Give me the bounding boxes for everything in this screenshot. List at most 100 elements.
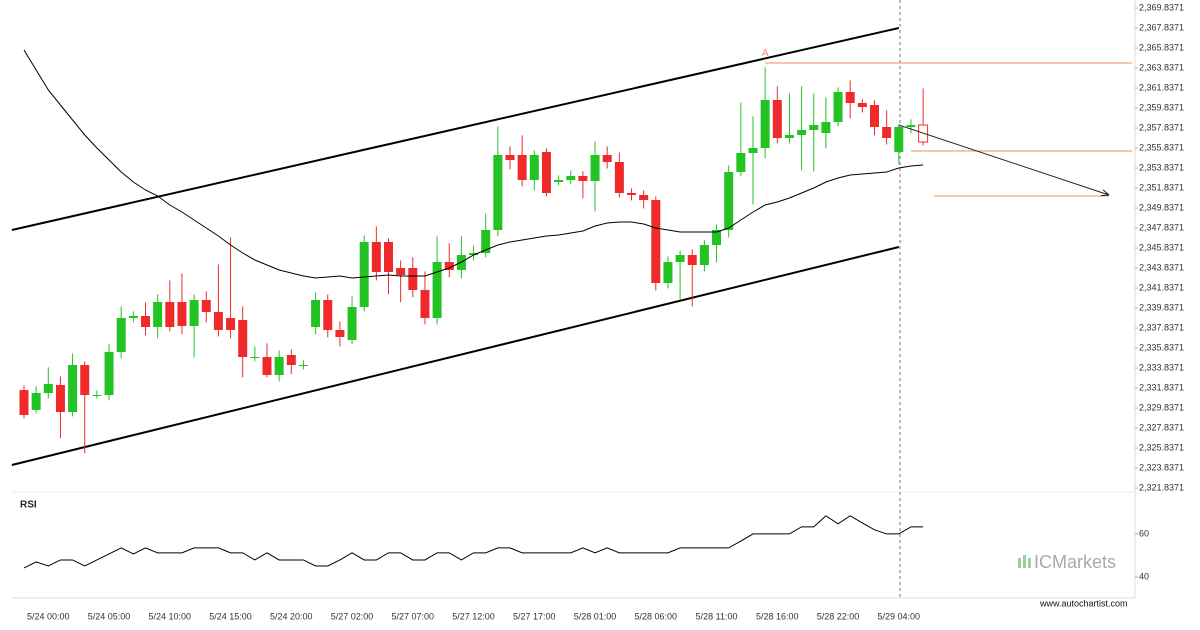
candle-body (541, 152, 551, 193)
candle-body (80, 365, 90, 395)
candle-body (469, 253, 479, 255)
rsi-title: RSI (20, 500, 37, 511)
logo-bar (1028, 558, 1031, 568)
candle-body (566, 176, 576, 180)
x-tick-label: 5/27 12:00 (452, 611, 495, 621)
candle-body (153, 302, 163, 327)
candle-body (736, 153, 746, 172)
candle-body (857, 103, 867, 107)
candle-body (687, 255, 697, 265)
y-tick-label: 2,351.8371 (1139, 182, 1184, 192)
candle-body (335, 330, 345, 337)
candle-body (396, 268, 406, 275)
x-tick-label: 5/27 17:00 (513, 611, 556, 621)
y-tick-label: 2,341.8371 (1139, 282, 1184, 292)
candle-body (165, 302, 175, 327)
x-tick-label: 5/28 06:00 (635, 611, 678, 621)
y-tick-label: 40 (1139, 571, 1149, 581)
y-tick-label: 2,355.8371 (1139, 142, 1184, 152)
candle-body (177, 302, 187, 326)
candle-body (627, 193, 636, 195)
y-tick-label: 2,359.8371 (1139, 102, 1184, 112)
candle-body (481, 230, 491, 253)
candle-body (809, 125, 819, 130)
x-tick-label: 5/24 15:00 (209, 611, 252, 621)
candle-body (92, 395, 102, 396)
x-tick-label: 5/29 04:00 (878, 611, 921, 621)
annotation: A (762, 48, 769, 59)
y-tick-label: 2,349.8371 (1139, 202, 1184, 212)
candle-body (238, 320, 248, 357)
candle-body (748, 148, 758, 153)
x-tick-label: 5/28 16:00 (756, 611, 799, 621)
candle-body (201, 300, 211, 312)
y-tick-label: 2,357.8371 (1139, 122, 1184, 132)
y-tick-label: 2,321.8371 (1139, 482, 1184, 492)
y-tick-label: 2,327.8371 (1139, 422, 1184, 432)
candle-body (274, 357, 284, 375)
candle-body (104, 352, 114, 395)
candle-body (894, 127, 904, 152)
candle-body (493, 155, 503, 230)
y-tick-label: 2,369.8371 (1139, 2, 1184, 12)
candle-body (116, 318, 126, 352)
y-tick-label: 2,339.8371 (1139, 302, 1184, 312)
candle-body (614, 162, 624, 193)
x-tick-label: 5/24 10:00 (149, 611, 192, 621)
y-tick-label: 2,353.8371 (1139, 162, 1184, 172)
candle-body (906, 125, 916, 127)
y-tick-label: 2,325.8371 (1139, 442, 1184, 452)
candle-body (578, 176, 588, 181)
candle-body (675, 255, 685, 262)
candle-body (298, 365, 308, 366)
y-tick-label: 2,343.8371 (1139, 262, 1184, 272)
candle-body (845, 92, 855, 103)
candle-body (833, 92, 843, 122)
candle-body (311, 300, 321, 327)
x-tick-label: 5/27 02:00 (331, 611, 374, 621)
candle-body (651, 200, 661, 283)
y-tick-label: 2,337.8371 (1139, 322, 1184, 332)
x-tick-label: 5/24 00:00 (27, 611, 70, 621)
candle-body (760, 100, 770, 148)
y-tick-label: 2,345.8371 (1139, 242, 1184, 252)
candle-body (226, 318, 236, 330)
candle-body (68, 365, 78, 412)
candle-body (323, 300, 333, 330)
candle-body (797, 130, 807, 135)
footer: www.autochartist.com (1039, 598, 1128, 608)
candle-body (517, 155, 527, 180)
candle-body (432, 262, 442, 318)
candle-body (262, 357, 272, 375)
candle-body (420, 290, 430, 318)
y-tick-label: 2,333.8371 (1139, 362, 1184, 372)
x-tick-label: 5/28 01:00 (574, 611, 617, 621)
y-tick-label: 2,367.8371 (1139, 22, 1184, 32)
candle-body (870, 105, 879, 127)
candle-body (529, 155, 539, 180)
candle-body (554, 180, 564, 182)
rsi-line (23, 515, 924, 569)
candle-body (772, 100, 782, 138)
candle-body (699, 245, 709, 265)
x-tick-label: 5/28 22:00 (817, 611, 860, 621)
candle-body (250, 357, 260, 358)
moving-average (23, 49, 924, 279)
y-tick-label: 2,331.8371 (1139, 382, 1184, 392)
x-tick-label: 5/28 11:00 (696, 611, 738, 621)
watermark-logo: ICMarkets (1018, 552, 1116, 572)
forecast-arrow (898, 124, 1110, 196)
candle-body (505, 155, 515, 160)
x-tick-label: 5/24 05:00 (88, 611, 131, 621)
candle-body (359, 242, 369, 307)
candle-body (31, 393, 41, 410)
logo-bar (1018, 558, 1021, 568)
y-tick-label: 2,335.8371 (1139, 342, 1184, 352)
candle-body (213, 312, 223, 330)
x-tick-label: 5/27 07:00 (392, 611, 435, 621)
y-tick-label: 2,363.8371 (1139, 62, 1184, 72)
y-tick-label: 60 (1139, 528, 1149, 538)
